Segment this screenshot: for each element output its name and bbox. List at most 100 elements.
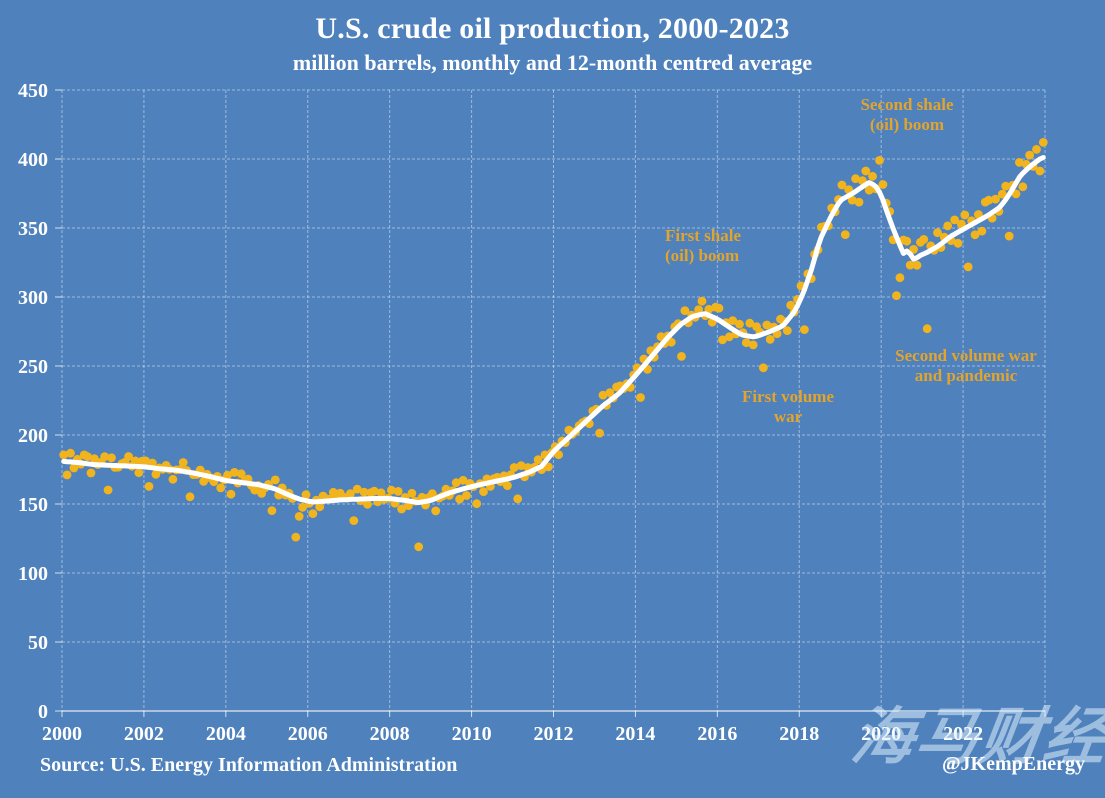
monthly-point <box>393 487 403 496</box>
y-tick-label: 250 <box>18 356 48 378</box>
x-tick-label: 2022 <box>943 723 983 745</box>
monthly-point <box>864 185 874 195</box>
monthly-point <box>656 332 666 342</box>
x-tick-label: 2006 <box>288 723 328 745</box>
monthly-point <box>782 326 792 335</box>
monthly-point <box>984 195 994 205</box>
monthly-point <box>745 318 755 328</box>
monthly-point <box>991 194 1000 204</box>
monthly-point <box>840 230 850 240</box>
monthly-point <box>704 304 714 314</box>
credit-handle: @JKempEnergy <box>941 753 1085 775</box>
monthly-point <box>741 338 751 348</box>
monthly-point <box>216 483 226 493</box>
monthly-point <box>728 316 738 325</box>
monthly-point <box>376 488 386 498</box>
monthly-point <box>83 452 92 462</box>
monthly-point <box>472 499 482 509</box>
y-tick-label: 200 <box>18 425 48 447</box>
monthly-point <box>533 455 543 465</box>
monthly-point <box>479 487 488 497</box>
monthly-point <box>62 470 72 480</box>
monthly-point <box>414 542 424 552</box>
monthly-point <box>144 482 154 491</box>
monthly-point <box>407 488 417 498</box>
monthly-point <box>1011 189 1021 199</box>
monthly-point <box>909 245 918 254</box>
monthly-point <box>199 477 209 486</box>
monthly-point <box>933 228 942 238</box>
monthly-point <box>270 475 280 485</box>
monthly-point <box>301 490 311 499</box>
monthly-point <box>735 319 744 329</box>
monthly-point <box>427 489 437 499</box>
chart-subtitle: million barrels, monthly and 12-month ce… <box>292 50 813 75</box>
monthly-point <box>168 474 178 484</box>
monthly-point <box>124 452 133 461</box>
monthly-point <box>1038 138 1048 147</box>
annotation-first-shale-boom: First shale (oil) boom <box>665 226 865 266</box>
monthly-point <box>748 340 758 350</box>
monthly-point <box>226 489 236 499</box>
monthly-point <box>1004 231 1014 241</box>
y-tick-label: 400 <box>18 149 48 171</box>
monthly-point <box>69 463 79 473</box>
monthly-point <box>595 428 604 438</box>
monthly-point <box>680 306 690 315</box>
x-tick-label: 2004 <box>206 723 246 745</box>
monthly-point <box>854 197 864 207</box>
monthly-point <box>359 487 369 497</box>
monthly-point <box>100 452 110 461</box>
monthly-point <box>868 171 877 181</box>
monthly-point <box>1025 150 1034 160</box>
monthly-point <box>598 390 608 400</box>
monthly-point <box>387 485 396 495</box>
monthly-point <box>765 335 775 344</box>
monthly-point <box>308 509 318 518</box>
x-tick-label: 2010 <box>452 723 492 745</box>
monthly-point <box>397 504 406 514</box>
monthly-point <box>718 335 727 345</box>
monthly-point <box>970 230 980 240</box>
monthly-point <box>1035 166 1045 176</box>
monthly-point <box>1001 181 1011 191</box>
monthly-point <box>291 532 301 542</box>
monthly-point <box>131 456 140 466</box>
monthly-point <box>544 462 553 472</box>
monthly-point <box>950 215 959 225</box>
monthly-point <box>230 468 239 477</box>
y-tick-label: 300 <box>18 287 48 309</box>
x-tick-label: 2012 <box>534 723 574 745</box>
monthly-point <box>346 489 355 498</box>
monthly-point <box>912 260 922 270</box>
annotation-line: First volume <box>741 387 835 406</box>
monthly-point <box>997 189 1007 199</box>
annotation-second-shale-boom: Second shale (oil) boom <box>797 95 1017 135</box>
annotation-first-volume-war: First volume war <box>688 387 888 427</box>
y-tick-label: 100 <box>18 563 48 585</box>
annotation-line: Second volume war <box>895 346 1037 365</box>
monthly-point <box>107 453 116 463</box>
annotation-line: First shale <box>665 226 742 245</box>
monthly-point <box>851 174 860 184</box>
chart-title: U.S. crude oil production, 2000-2023 <box>315 12 790 45</box>
monthly-point <box>503 481 512 490</box>
x-tick-label: 2008 <box>370 723 410 745</box>
monthly-point <box>455 494 464 504</box>
monthly-point <box>509 463 519 472</box>
monthly-point <box>294 512 304 521</box>
monthly-point <box>513 494 523 504</box>
annotation-line: (oil) boom <box>665 246 740 265</box>
monthly-point <box>892 291 901 300</box>
monthly-point <box>185 492 195 502</box>
monthly-point <box>922 324 932 334</box>
monthly-point <box>759 363 768 373</box>
monthly-point <box>963 262 973 272</box>
monthly-point <box>724 332 734 342</box>
monthly-point <box>697 296 707 306</box>
x-tick-label: 2016 <box>697 723 737 745</box>
monthly-point <box>762 320 772 330</box>
monthly-point <box>786 300 796 310</box>
